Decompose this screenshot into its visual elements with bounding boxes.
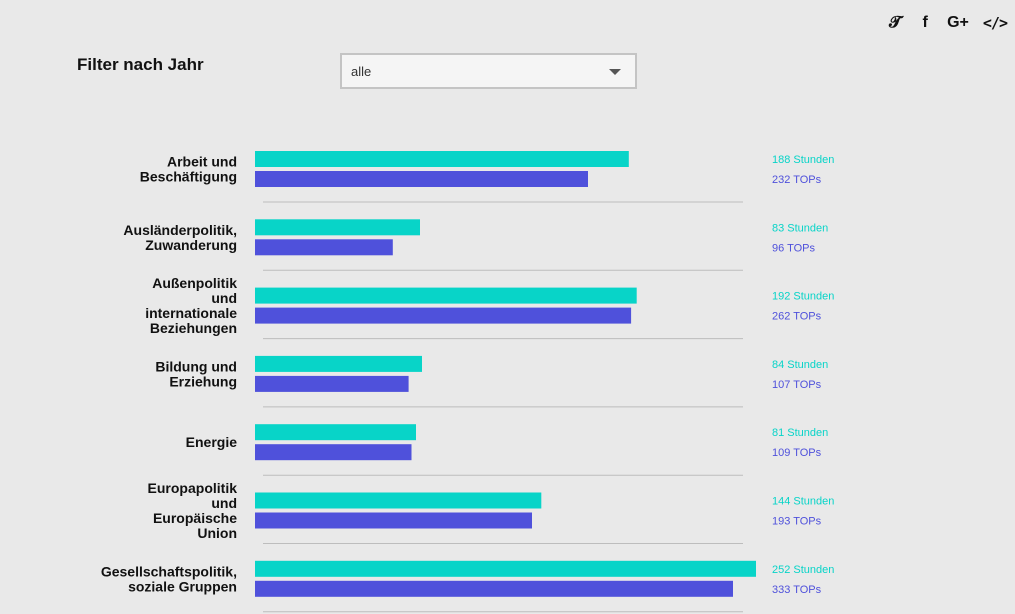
data-label-stunden: 188 Stunden <box>772 154 834 166</box>
facebook-icon[interactable]: f <box>922 14 928 31</box>
bar-stunden[interactable] <box>255 287 637 304</box>
bar-tops[interactable] <box>255 444 412 461</box>
filter-label: Filter nach Jahr <box>77 55 204 74</box>
data-label-tops: 232 TOPs <box>772 174 822 186</box>
chevron-down-icon <box>609 69 621 75</box>
bar-tops[interactable] <box>255 171 588 187</box>
category-label: Arbeit und Beschäftigung <box>140 154 237 185</box>
year-filter-select[interactable]: alle <box>340 53 637 89</box>
data-label-tops: 109 TOPs <box>772 447 822 459</box>
data-label-stunden: 144 Stunden <box>772 496 834 508</box>
bar-tops[interactable] <box>255 512 532 529</box>
twitter-icon[interactable]: 𝓣 <box>888 14 902 31</box>
category-label: Ausländerpolitik, Zuwanderung <box>123 222 237 253</box>
data-label-tops: 262 TOPs <box>772 311 822 323</box>
share-bar: 𝓣 f G+ </> <box>887 14 1008 32</box>
bar-tops[interactable] <box>255 239 393 256</box>
data-label-stunden: 83 Stunden <box>772 222 828 234</box>
data-label-stunden: 81 Stunden <box>772 427 828 439</box>
bar-stunden[interactable] <box>255 151 629 167</box>
embed-code-icon[interactable]: </> <box>982 14 1008 32</box>
data-label-tops: 193 TOPs <box>772 516 822 528</box>
data-label-tops: 96 TOPs <box>772 242 816 254</box>
bar-stunden[interactable] <box>255 424 416 441</box>
category-label: Energie <box>186 434 238 450</box>
bar-stunden[interactable] <box>255 560 756 577</box>
category-label: Europapolitik und Europäische Union <box>148 480 238 541</box>
bar-stunden[interactable] <box>255 492 542 509</box>
category-label: Gesellschaftspolitik, soziale Gruppen <box>101 563 237 594</box>
data-label-stunden: 192 Stunden <box>772 291 834 303</box>
category-label: Bildung und Erziehung <box>155 358 237 389</box>
bar-tops[interactable] <box>255 580 733 597</box>
data-label-stunden: 252 Stunden <box>772 564 834 576</box>
data-label-stunden: 84 Stunden <box>772 359 828 371</box>
data-label-tops: 333 TOPs <box>772 584 822 596</box>
google-plus-icon[interactable]: G+ <box>947 14 969 31</box>
bar-stunden[interactable] <box>255 219 420 236</box>
category-label: Außenpolitik und internationale Beziehungen <box>145 275 237 336</box>
year-filter-value: alle <box>351 63 372 79</box>
bar-stunden[interactable] <box>255 355 422 372</box>
data-label-tops: 107 TOPs <box>772 379 822 391</box>
bar-tops[interactable] <box>255 307 632 324</box>
bar-tops[interactable] <box>255 375 409 392</box>
